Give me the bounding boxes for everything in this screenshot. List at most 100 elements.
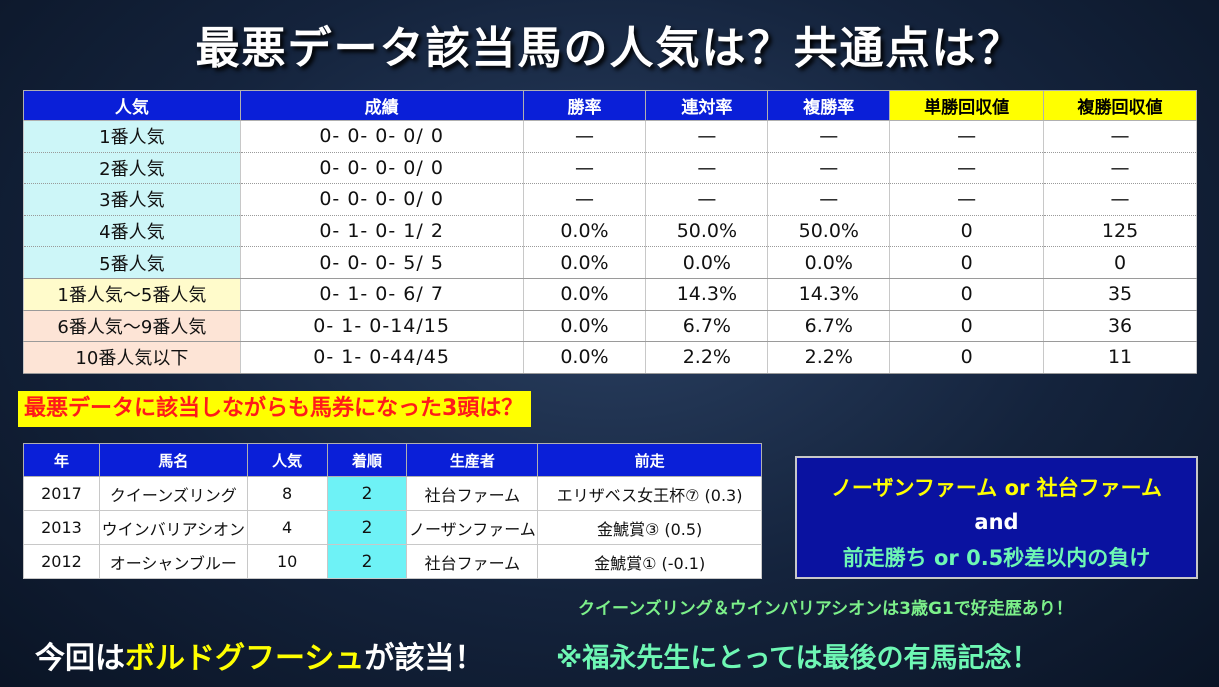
win-return-cell: — bbox=[889, 120, 1045, 153]
horse-name-cell: オーシャンブルー bbox=[98, 544, 248, 579]
conditions-line-and: and bbox=[974, 510, 1019, 534]
win-rate-cell: 0.0% bbox=[522, 246, 647, 279]
col-header-breeder: 生産者 bbox=[406, 443, 539, 477]
win-return-cell: — bbox=[889, 152, 1045, 185]
footnote-text: ※福永先生にとっては最後の有馬記念！ bbox=[556, 643, 1039, 674]
quinella-rate-cell: 0.0% bbox=[645, 246, 769, 279]
sub-heading: 最悪データに該当しながらも馬券になった3頭は？ bbox=[18, 391, 532, 427]
record-cell: 0- 0- 0- 0/ 0 bbox=[239, 152, 524, 185]
win-return-cell: 0 bbox=[889, 246, 1045, 279]
place-return-cell: 0 bbox=[1043, 246, 1197, 279]
table-row: 6番人気～9番人気 0- 1- 0-14/15 0.0% 6.7% 6.7% 0 36 bbox=[23, 310, 1197, 343]
horses-table: 年 馬名 人気 着順 生産者 前走 2017 クイーンズリング 8 2 社台ファーム エリ… bbox=[23, 443, 762, 579]
popularity-cell: 6番人気～9番人気 bbox=[23, 310, 241, 343]
year-cell: 2017 bbox=[23, 476, 100, 511]
place-rate-cell: 0.0% bbox=[767, 246, 891, 279]
note-text: クイーンズリング＆ウインバリアシオンは3歳G1で好走歴あり！ bbox=[578, 599, 1073, 619]
conclusion-prefix: 今回は bbox=[35, 641, 125, 676]
win-rate-cell: — bbox=[522, 152, 647, 185]
table-row: 1番人気 0- 0- 0- 0/ 0— — — — — bbox=[23, 120, 1197, 153]
record-cell: 0- 1- 0-14/15 bbox=[239, 310, 524, 343]
win-return-cell: 0 bbox=[889, 341, 1045, 374]
record-cell: 0- 0- 0- 5/ 5 bbox=[239, 246, 524, 279]
place-rate-cell: — bbox=[767, 152, 891, 185]
previous-race-cell: 金鯱賞③ (0.5) bbox=[537, 510, 762, 545]
col-header-quinella-rate: 連対率 bbox=[645, 90, 769, 121]
popularity-cell: 10番人気以下 bbox=[23, 341, 241, 374]
popularity-stats-table: 人気 成績 勝率 連対率 複勝率 単勝回収値 複勝回収値 1番人気 0- 0- 0… bbox=[23, 90, 1197, 374]
place-rate-cell: — bbox=[767, 183, 891, 216]
popularity-cell: 5番人気 bbox=[23, 246, 241, 279]
previous-race-cell: エリザベス女王杯⑦ (0.3) bbox=[537, 476, 762, 511]
table-row: 2012 オーシャンブルー 10 2 社台ファーム 金鯱賞① (-0.1) bbox=[23, 544, 762, 579]
col-header-popularity: 人気 bbox=[23, 90, 241, 121]
record-cell: 0- 1- 0- 6/ 7 bbox=[239, 278, 524, 311]
year-cell: 2013 bbox=[23, 510, 100, 545]
place-return-cell: 11 bbox=[1043, 341, 1197, 374]
col-header-win-return: 単勝回収値 bbox=[889, 90, 1045, 121]
record-cell: 0- 0- 0- 0/ 0 bbox=[239, 183, 524, 216]
table-header-row: 人気 成績 勝率 連対率 複勝率 単勝回収値 複勝回収値 bbox=[23, 90, 1197, 121]
popularity-cell: 4番人気 bbox=[23, 215, 241, 248]
conditions-line-previous: 前走勝ち or 0.5秒差以内の負け bbox=[842, 546, 1151, 570]
finish-cell: 2 bbox=[326, 544, 408, 579]
finish-cell: 2 bbox=[326, 476, 408, 511]
popularity-cell: 8 bbox=[246, 476, 328, 511]
col-header-place-return: 複勝回収値 bbox=[1043, 90, 1197, 121]
col-header-previous-race: 前走 bbox=[537, 443, 762, 477]
record-cell: 0- 1- 0- 1/ 2 bbox=[239, 215, 524, 248]
col-header-horse-name: 馬名 bbox=[98, 443, 248, 477]
record-cell: 0- 1- 0-44/45 bbox=[239, 341, 524, 374]
page-title: 最悪データ該当馬の人気は？共通点は？ bbox=[195, 23, 1024, 74]
conclusion-suffix: が該当！ bbox=[364, 641, 485, 676]
conclusion-horse-name: ボルドグフーシュ bbox=[125, 641, 365, 676]
quinella-rate-cell: — bbox=[645, 183, 769, 216]
place-rate-cell: 6.7% bbox=[767, 310, 891, 343]
place-rate-cell: 50.0% bbox=[767, 215, 891, 248]
place-return-cell: 36 bbox=[1043, 310, 1197, 343]
breeder-cell: ノーザンファーム bbox=[406, 510, 539, 545]
place-return-cell: — bbox=[1043, 183, 1197, 216]
quinella-rate-cell: 6.7% bbox=[645, 310, 769, 343]
conditions-box: ノーザンファーム or 社台ファーム and 前走勝ち or 0.5秒差以内の負… bbox=[795, 456, 1198, 579]
record-cell: 0- 0- 0- 0/ 0 bbox=[239, 120, 524, 153]
conclusion-text: 今回はボルドグフーシュが該当！ bbox=[35, 633, 484, 677]
place-return-cell: 35 bbox=[1043, 278, 1197, 311]
place-return-cell: — bbox=[1043, 120, 1197, 153]
col-header-year: 年 bbox=[23, 443, 100, 477]
previous-race-cell: 金鯱賞① (-0.1) bbox=[537, 544, 762, 579]
finish-cell: 2 bbox=[326, 510, 408, 545]
quinella-rate-cell: 14.3% bbox=[645, 278, 769, 311]
quinella-rate-cell: 2.2% bbox=[645, 341, 769, 374]
breeder-cell: 社台ファーム bbox=[406, 544, 539, 579]
popularity-cell: 3番人気 bbox=[23, 183, 241, 216]
table-row: 2013 ウインバリアシオン 4 2 ノーザンファーム 金鯱賞③ (0.5) bbox=[23, 510, 762, 545]
quinella-rate-cell: — bbox=[645, 120, 769, 153]
place-return-cell: — bbox=[1043, 152, 1197, 185]
year-cell: 2012 bbox=[23, 544, 100, 579]
place-rate-cell: 14.3% bbox=[767, 278, 891, 311]
popularity-cell: 4 bbox=[246, 510, 328, 545]
quinella-rate-cell: 50.0% bbox=[645, 215, 769, 248]
quinella-rate-cell: — bbox=[645, 152, 769, 185]
win-return-cell: — bbox=[889, 183, 1045, 216]
popularity-cell: 10 bbox=[246, 544, 328, 579]
place-return-cell: 125 bbox=[1043, 215, 1197, 248]
horse-name-cell: クイーンズリング bbox=[98, 476, 248, 511]
win-return-cell: 0 bbox=[889, 215, 1045, 248]
win-return-cell: 0 bbox=[889, 278, 1045, 311]
popularity-cell: 1番人気 bbox=[23, 120, 241, 153]
col-header-finish: 着順 bbox=[326, 443, 408, 477]
breeder-cell: 社台ファーム bbox=[406, 476, 539, 511]
popularity-cell: 2番人気 bbox=[23, 152, 241, 185]
table-header-row: 年 馬名 人気 着順 生産者 前走 bbox=[23, 443, 762, 477]
popularity-cell: 1番人気～5番人気 bbox=[23, 278, 241, 311]
win-rate-cell: 0.0% bbox=[522, 278, 647, 311]
place-rate-cell: — bbox=[767, 120, 891, 153]
win-rate-cell: — bbox=[522, 183, 647, 216]
win-return-cell: 0 bbox=[889, 310, 1045, 343]
table-row: 1番人気～5番人気 0- 1- 0- 6/ 7 0.0% 14.3% 14.3% 0 35 bbox=[23, 278, 1197, 311]
col-header-record: 成績 bbox=[239, 90, 524, 121]
col-header-place-rate: 複勝率 bbox=[767, 90, 891, 121]
win-rate-cell: 0.0% bbox=[522, 341, 647, 374]
